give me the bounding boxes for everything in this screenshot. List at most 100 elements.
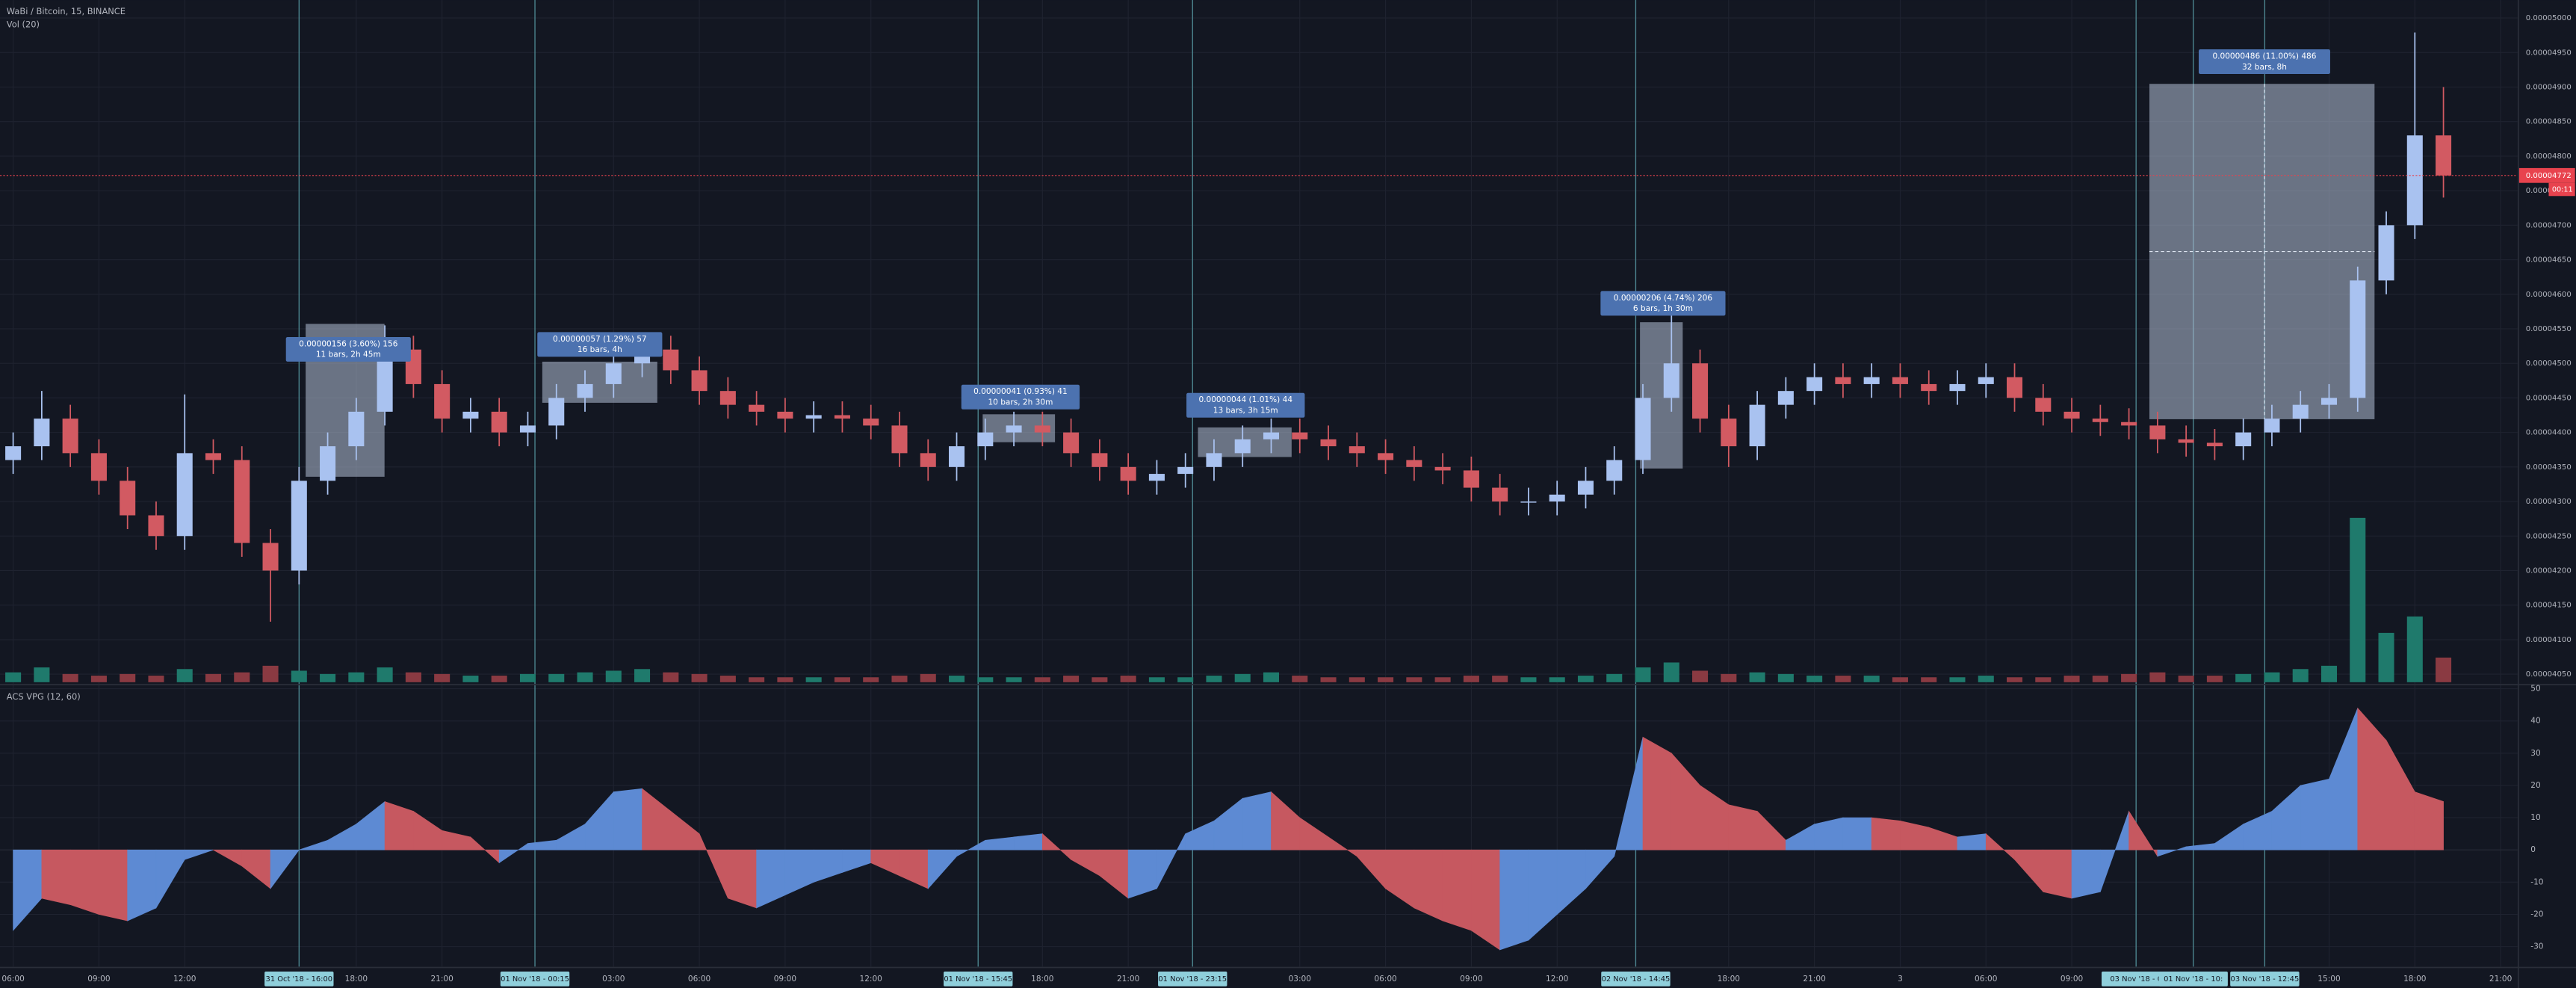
- candle-body: [2092, 419, 2108, 422]
- indicator-area: [184, 849, 214, 860]
- indicator-tick-label: 20: [2530, 781, 2541, 790]
- volume-bar: [148, 676, 164, 682]
- x-tick-label: 18:00: [1031, 975, 1054, 984]
- volume-bar: [62, 673, 78, 682]
- x-tick-label: 09:00: [2061, 975, 2084, 984]
- candle-body: [2206, 442, 2223, 447]
- candle-body: [577, 383, 593, 398]
- volume-bar: [1148, 677, 1165, 682]
- y-tick-label: 0.00004700: [2526, 221, 2572, 229]
- volume-bar: [90, 676, 107, 682]
- indicator-area: [1842, 817, 1872, 850]
- x-tick-label: 18:00: [2403, 975, 2427, 984]
- x-tick-label: 06:00: [1374, 975, 1397, 984]
- x-marked-label-bg: [264, 971, 334, 987]
- indicator-tick-label: 30: [2530, 749, 2541, 758]
- candle-body: [205, 453, 222, 460]
- indicator-layer: [0, 707, 2518, 951]
- x-tick-label: 21:00: [1803, 975, 1826, 984]
- candle-body: [2063, 411, 2080, 419]
- candle-body: [148, 515, 164, 537]
- indicator-area: [1499, 849, 1529, 951]
- volume-bar: [348, 672, 365, 682]
- x-marked-label: 02 Nov '18 - 14:45: [1602, 975, 1671, 984]
- volume-title: Vol (20): [7, 19, 40, 30]
- candle-body: [1663, 363, 1679, 398]
- x-marked-label-bg: [1158, 971, 1227, 987]
- volume-bar: [1749, 672, 1765, 682]
- y-tick-label: 0.00004450: [2526, 394, 2572, 402]
- y-tick-label: 0.00004300: [2526, 498, 2572, 506]
- last-price-tag: [2518, 167, 2575, 183]
- volume-bar: [2206, 676, 2223, 682]
- volume-bar: [2235, 673, 2252, 682]
- x-tick-label: 21:00: [2489, 975, 2512, 984]
- volume-bar: [1292, 676, 1308, 682]
- candle-body: [1006, 425, 1022, 433]
- x-marked-label-bg: [500, 971, 570, 987]
- indicator-area: [2300, 778, 2329, 850]
- candle-body: [2292, 404, 2309, 419]
- x-marked-label-bg: [1601, 971, 1671, 987]
- candle-body: [2406, 135, 2423, 226]
- candle-body: [90, 453, 107, 481]
- volume-bar: [377, 667, 393, 682]
- volume-bar: [1120, 676, 1136, 682]
- candle-body: [5, 446, 22, 460]
- indicator-tick-label: 40: [2530, 717, 2541, 726]
- y-tick-label: 0.00004050: [2526, 670, 2572, 679]
- volume-layer: [5, 517, 2452, 682]
- volume-bar: [1835, 676, 1851, 682]
- candle-body: [462, 411, 479, 419]
- x-tick-label: 09:00: [1460, 975, 1483, 984]
- volume-bar: [1406, 677, 1422, 682]
- indicator-tick-label: 10: [2530, 813, 2541, 822]
- countdown-label: 00:11: [2552, 185, 2573, 194]
- volume-bar: [1092, 677, 1108, 682]
- measure-sublabel: 16 bars, 4h: [578, 345, 622, 354]
- y-tick-label: 0.00004550: [2526, 325, 2572, 333]
- x-marked-label: 01 Nov '18 - 00:15: [501, 975, 569, 984]
- chart-title: WaBi / Bitcoin, 15, BINANCE: [7, 6, 126, 16]
- volume-bar: [2320, 665, 2338, 682]
- candle-body: [891, 425, 908, 454]
- indicator-area: [1242, 791, 1272, 850]
- candle-body: [234, 460, 250, 543]
- candle-body: [1177, 466, 1194, 475]
- candle-body: [948, 446, 965, 467]
- volume-bar: [2121, 673, 2137, 682]
- x-tick-label: 3: [1898, 975, 1903, 984]
- candle-body: [320, 446, 336, 481]
- indicator-area: [613, 788, 643, 850]
- candle-body: [1234, 439, 1251, 454]
- candle-body: [2035, 398, 2052, 412]
- candle-body: [1863, 377, 1880, 384]
- candle-body: [2178, 439, 2194, 443]
- candle-body: [805, 415, 822, 419]
- volume-bar: [1606, 673, 1623, 682]
- measure-label: 0.00000041 (0.93%) 41: [973, 387, 1068, 396]
- indicator-area: [2414, 791, 2444, 850]
- candle-body: [2350, 280, 2366, 398]
- x-tick-label: 12:00: [1546, 975, 1569, 984]
- x-tick-label: 03:00: [1289, 975, 1312, 984]
- candle-body: [719, 391, 736, 405]
- x-tick-label: 12:00: [173, 975, 196, 984]
- measure-box: [542, 361, 657, 403]
- candle-body: [1721, 419, 1737, 447]
- volume-bar: [491, 676, 507, 682]
- volume-bar: [2063, 676, 2080, 682]
- volume-bar: [1635, 667, 1651, 682]
- volume-bar: [2406, 616, 2423, 682]
- indicator-tick-label: -10: [2530, 877, 2544, 886]
- volume-bar: [749, 677, 765, 682]
- volume-bar: [320, 673, 336, 682]
- volume-bar: [434, 673, 451, 682]
- candle-body: [291, 481, 307, 571]
- x-marked-label: 03 Nov '18 - 12:45: [2231, 975, 2300, 984]
- measure-label-bg: [961, 384, 1080, 410]
- candle-body: [262, 543, 279, 571]
- candle-body: [1777, 391, 1794, 405]
- candle-body: [548, 398, 565, 426]
